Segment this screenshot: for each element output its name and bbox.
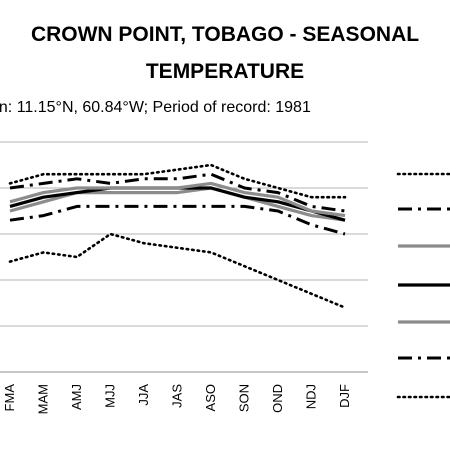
x-tick-label: FMA (2, 384, 17, 412)
x-tick-label: AMJ (69, 384, 84, 410)
x-tick-label: OND (270, 384, 285, 413)
series-line-2 (9, 204, 346, 236)
x-tick-label: MJJ (103, 384, 118, 408)
series-line-7 (8, 163, 347, 199)
x-tick-label: NDJ (304, 384, 319, 409)
x-tick-label: JAS (170, 384, 185, 408)
series-lines (8, 163, 347, 309)
chart-subtitle: on: 11.15°N, 60.84°W; Period of record: … (0, 99, 311, 116)
series-line-5 (9, 181, 346, 218)
x-tick-label: ASO (203, 384, 218, 411)
legend (396, 172, 450, 399)
x-tick-label: DJF (337, 384, 352, 408)
series-line-1 (8, 232, 347, 309)
chart-title-line1: CROWN POINT, TOBAGO - SEASONAL (31, 23, 419, 46)
x-tick-label: MAM (36, 384, 51, 414)
x-tick-labels: FMA MAM AMJ MJJ JJA JAS ASO SON OND NDJ DJF (2, 384, 352, 415)
gridlines (0, 141, 368, 373)
x-tick-label: JJA (136, 384, 151, 406)
chart-title-line2: TEMPERATURE (146, 60, 304, 83)
x-tick-label: SON (237, 384, 252, 412)
